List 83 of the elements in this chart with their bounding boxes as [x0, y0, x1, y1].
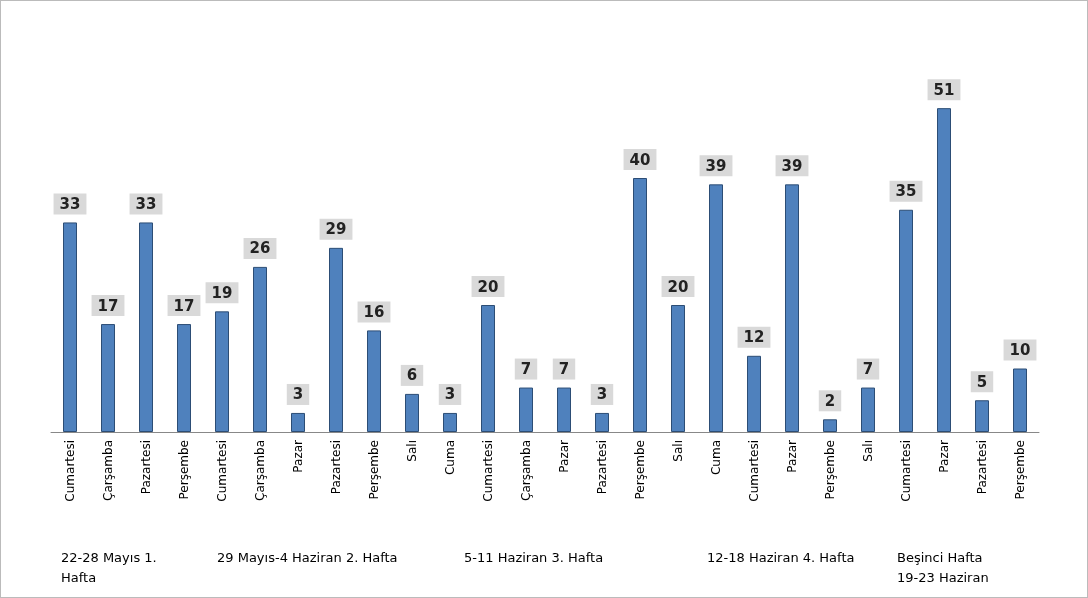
- bar: [101, 324, 115, 432]
- bar: [481, 305, 495, 432]
- data-label: 7: [558, 360, 570, 379]
- data-label: 29: [325, 220, 347, 239]
- bar: [633, 178, 647, 432]
- data-label: 26: [249, 239, 271, 258]
- data-label: 17: [97, 296, 119, 315]
- bar: [823, 419, 837, 432]
- x-tick-label: Perşembe: [367, 440, 381, 500]
- text: 12-18 Haziran 4. Hafta: [707, 549, 855, 565]
- data-label: 5: [976, 372, 988, 391]
- bar: [975, 400, 989, 432]
- data-label: 51: [933, 80, 955, 99]
- x-tick-label: Çarşamba: [519, 440, 533, 501]
- x-tick-label: Pazar: [937, 439, 951, 473]
- data-label: 10: [1009, 341, 1031, 359]
- data-label: 7: [520, 360, 532, 379]
- data-label: 3: [292, 385, 304, 404]
- bar: [937, 108, 951, 432]
- bar: [1013, 368, 1027, 432]
- data-label: 6: [406, 366, 418, 385]
- data-label: 39: [705, 156, 727, 175]
- data-label: 35: [895, 182, 917, 201]
- x-tick-label: Pazar: [291, 439, 305, 473]
- bar: [177, 324, 191, 432]
- data-label: 17: [173, 296, 195, 315]
- data-label: 3: [444, 385, 456, 404]
- text: 22-28 Mayıs 1. Hafta: [61, 549, 161, 585]
- x-tick-label: Pazar: [785, 439, 799, 473]
- x-tick-label: Cumartesi: [63, 440, 77, 502]
- data-label: 3: [596, 385, 608, 404]
- bar: [443, 412, 457, 432]
- x-tick-label: Salı: [405, 440, 419, 462]
- bar: [519, 387, 533, 432]
- bar: [861, 387, 875, 432]
- x-tick-label: Perşembe: [823, 440, 837, 500]
- x-tick-label: Pazar: [557, 439, 571, 473]
- data-label: 33: [135, 194, 157, 213]
- data-label: 20: [667, 277, 689, 296]
- bar: [405, 393, 419, 432]
- text: 5-11 Haziran 3. Hafta: [464, 549, 604, 565]
- data-label: 20: [477, 277, 499, 296]
- data-label: 7: [862, 360, 874, 379]
- bar: [367, 330, 381, 432]
- x-tick-label: Perşembe: [633, 440, 647, 500]
- bar: [215, 311, 229, 432]
- bar: [253, 266, 267, 432]
- data-label: 19: [211, 283, 233, 302]
- x-tick-label: Pazartesi: [975, 440, 989, 495]
- data-label: 33: [59, 194, 81, 213]
- text: 29 Mayıs-4 Haziran 2. Hafta: [217, 549, 398, 565]
- x-tick-label: Cumartesi: [481, 440, 495, 502]
- data-label: 16: [363, 302, 385, 321]
- x-tick-label: Pazartesi: [329, 440, 343, 495]
- x-tick-label: Çarşamba: [101, 440, 115, 501]
- x-tick-label: Cuma: [709, 440, 723, 476]
- x-tick-label: Cumartesi: [899, 440, 913, 502]
- x-tick-label: Salı: [671, 440, 685, 462]
- x-tick-label: Perşembe: [177, 440, 191, 500]
- data-label: 40: [629, 150, 651, 169]
- x-tick-label: Cumartesi: [747, 440, 761, 502]
- x-tick-label: Pazartesi: [595, 440, 609, 495]
- bar: [291, 412, 305, 432]
- data-label: 12: [743, 328, 765, 347]
- text: Beşinci Hafta 19-23 Haziran: [897, 549, 989, 585]
- data-label: 2: [824, 391, 836, 410]
- bar: [709, 184, 723, 432]
- bar: [747, 355, 761, 432]
- data-label: 39: [781, 156, 803, 175]
- bar: [63, 222, 77, 432]
- bar: [899, 209, 913, 432]
- bar: [671, 305, 685, 432]
- bar: [139, 222, 153, 432]
- x-tick-label: Çarşamba: [253, 440, 267, 501]
- bar: [329, 247, 343, 432]
- x-tick-label: Perşembe: [1013, 440, 1027, 500]
- x-tick-label: Pazartesi: [139, 440, 153, 495]
- x-tick-label: Cumartesi: [215, 440, 229, 502]
- bar: [595, 412, 609, 432]
- bar: [785, 184, 799, 432]
- bar: [557, 387, 571, 432]
- x-tick-label: Cuma: [443, 440, 457, 476]
- x-tick-label: Salı: [861, 440, 875, 462]
